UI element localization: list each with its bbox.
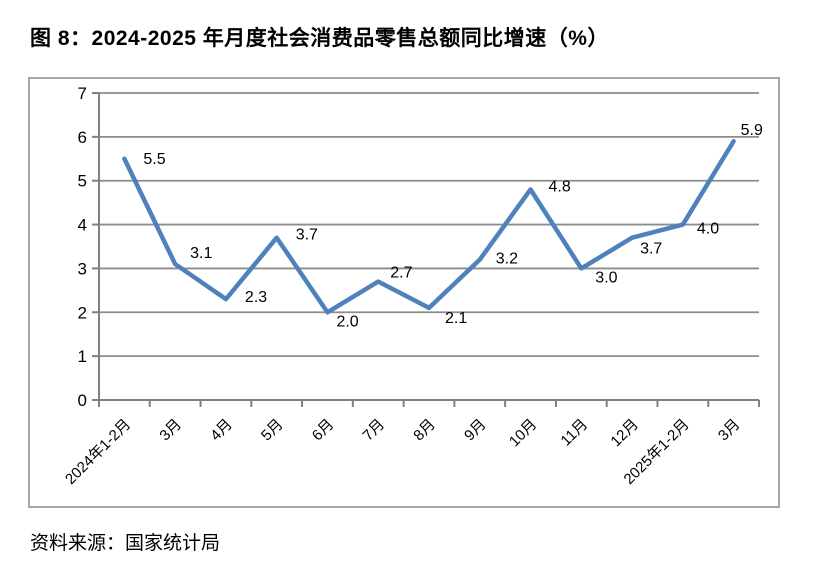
line-chart: 0 1 2 3 4 5 6 7 2024年1-2月 3月 4月 5月 6月 7月 8月 9月 10月 11月 12月… <box>28 77 780 508</box>
svg-text:3.7: 3.7 <box>640 241 662 258</box>
svg-text:6: 6 <box>78 128 87 147</box>
svg-text:8月: 8月 <box>410 416 439 445</box>
svg-text:6月: 6月 <box>309 416 338 445</box>
svg-text:2.3: 2.3 <box>245 289 267 306</box>
svg-text:4: 4 <box>78 216 87 235</box>
svg-text:11月: 11月 <box>557 416 591 450</box>
svg-text:2.0: 2.0 <box>336 313 358 330</box>
chart-title: 图 8：2024-2025 年月度社会消费品零售总额同比增速（%） <box>30 27 609 50</box>
svg-text:1: 1 <box>78 347 87 366</box>
svg-text:2: 2 <box>78 303 87 322</box>
svg-text:3月: 3月 <box>156 416 185 445</box>
svg-text:4月: 4月 <box>207 416 236 445</box>
svg-text:9月: 9月 <box>461 416 490 445</box>
svg-text:5月: 5月 <box>258 416 287 445</box>
svg-text:3月: 3月 <box>715 416 744 445</box>
svg-text:2.1: 2.1 <box>445 310 467 327</box>
svg-text:3.0: 3.0 <box>595 269 617 286</box>
svg-text:12月: 12月 <box>607 416 641 450</box>
svg-text:5.5: 5.5 <box>143 151 165 168</box>
svg-text:2.7: 2.7 <box>390 265 412 282</box>
svg-text:10月: 10月 <box>506 416 540 450</box>
svg-text:3.1: 3.1 <box>190 245 212 262</box>
svg-text:3.7: 3.7 <box>296 227 318 244</box>
svg-text:2024年1-2月: 2024年1-2月 <box>62 416 134 488</box>
svg-text:0: 0 <box>78 391 87 410</box>
svg-text:7: 7 <box>78 84 87 103</box>
source-note: 资料来源：国家统计局 <box>30 533 221 554</box>
svg-text:3: 3 <box>78 259 87 278</box>
svg-text:3.2: 3.2 <box>496 251 518 268</box>
svg-text:5: 5 <box>78 172 87 191</box>
chart-canvas: 0 1 2 3 4 5 6 7 2024年1-2月 3月 4月 5月 6月 7月 8月 9月 10月 11月 12月… <box>28 77 780 508</box>
svg-text:5.9: 5.9 <box>741 122 763 139</box>
svg-text:4.0: 4.0 <box>697 221 719 238</box>
svg-text:4.8: 4.8 <box>549 178 571 195</box>
svg-text:7月: 7月 <box>360 416 389 445</box>
